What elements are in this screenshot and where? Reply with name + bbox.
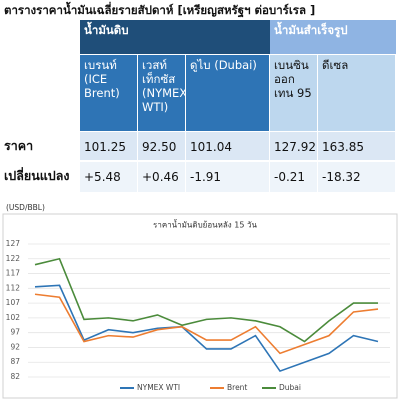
line-series bbox=[34, 293, 379, 355]
line-series bbox=[34, 284, 379, 373]
unit-label: (USD/BBL) bbox=[6, 203, 45, 212]
table-value: +5.48 bbox=[80, 162, 137, 192]
table-value: 92.50 bbox=[138, 132, 185, 160]
table-value: -1.91 bbox=[186, 162, 269, 192]
chart-title: ราคาน้ำมันดิบย้อนหลัง 15 วัน bbox=[153, 219, 257, 230]
group-header: น้ำมันดิบ bbox=[80, 20, 270, 54]
y-tick-label: 87 bbox=[10, 357, 20, 366]
row-label: ราคา bbox=[0, 136, 80, 164]
y-tick-label: 122 bbox=[6, 254, 21, 263]
table-value: -0.21 bbox=[270, 162, 317, 192]
table-value: -18.32 bbox=[318, 162, 395, 192]
column-header: ดีเซล bbox=[318, 55, 395, 131]
y-tick-label: 112 bbox=[6, 283, 21, 292]
y-tick-label: 127 bbox=[6, 239, 21, 248]
column-header: เวสท์เท็กซัส (NYMEX WTI) bbox=[138, 55, 185, 131]
chart-frame bbox=[2, 213, 398, 399]
column-header: ดูไบ (Dubai) bbox=[186, 55, 269, 131]
group-header: น้ำมันสำเร็จรูป bbox=[270, 20, 396, 54]
table-value: +0.46 bbox=[138, 162, 185, 192]
column-header: เบนซินออกเทน 95 bbox=[270, 55, 317, 131]
table-value: 101.04 bbox=[186, 132, 269, 160]
table-value: 101.25 bbox=[80, 132, 137, 160]
legend-label: NYMEX WTI bbox=[137, 383, 180, 392]
y-tick-label: 107 bbox=[6, 298, 21, 307]
table-value: 163.85 bbox=[318, 132, 395, 160]
y-tick-label: 82 bbox=[10, 372, 20, 381]
line-series bbox=[34, 257, 378, 343]
chart: (USD/BBL) ราคาน้ำมันดิบย้อนหลัง 15 วัน 8… bbox=[2, 203, 398, 399]
y-tick-label: 97 bbox=[10, 328, 20, 337]
column-header: เบรนท์ (ICE Brent) bbox=[80, 55, 137, 131]
table-value: 127.92 bbox=[270, 132, 317, 160]
page-title: ตารางราคาน้ำมันเฉลี่ยรายสัปดาห์ [เหรียญส… bbox=[4, 3, 316, 17]
y-tick-label: 92 bbox=[10, 342, 20, 351]
row-label: เปลี่ยนแปลง bbox=[0, 166, 80, 196]
legend-label: Brent bbox=[227, 383, 247, 392]
y-tick-label: 117 bbox=[6, 269, 21, 278]
legend-label: Dubai bbox=[279, 383, 301, 392]
y-tick-label: 102 bbox=[6, 313, 21, 322]
